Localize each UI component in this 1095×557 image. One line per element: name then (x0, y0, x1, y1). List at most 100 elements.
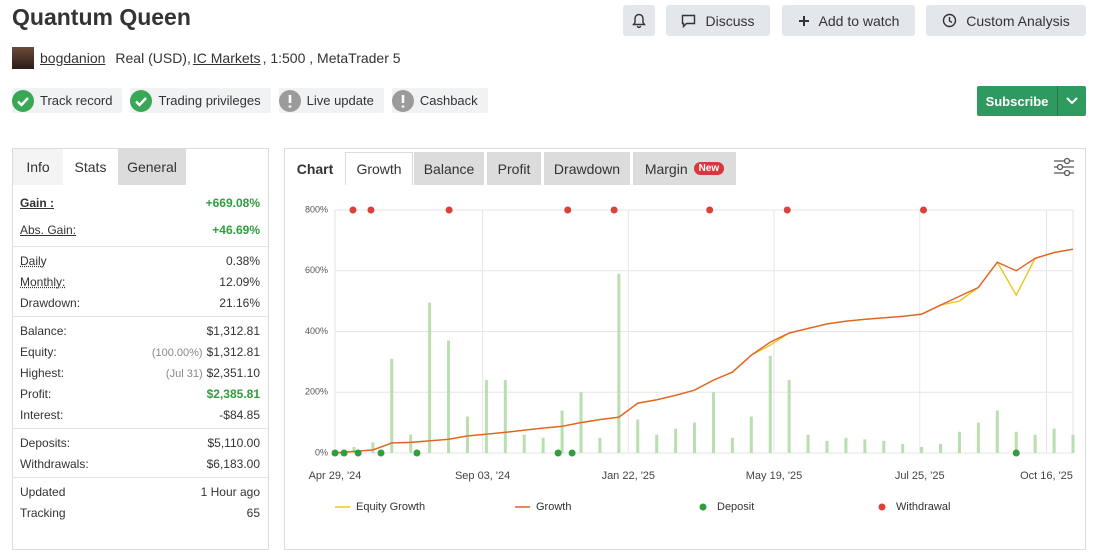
account-type: Real (USD), (115, 50, 191, 66)
badge: Track record (12, 88, 123, 113)
chart-tabs: Chart Growth Balance Profit Drawdown Mar… (285, 152, 1085, 185)
stats-value: 21.16% (219, 295, 260, 310)
growth-bar (541, 437, 545, 453)
stats-note: (100.00%) (151, 346, 203, 359)
deposit-marker (568, 449, 576, 457)
growth-bar (825, 440, 829, 453)
stats-row: Deposits: $5,110.00 (12, 432, 268, 453)
y-tick-label: 200% (305, 387, 328, 397)
badge-label: Track record (40, 93, 113, 108)
stats-value: 0.38% (225, 253, 260, 268)
withdrawal-marker (349, 206, 357, 214)
tab[interactable]: Drawdown (544, 152, 630, 185)
discuss-button[interactable]: Discuss (666, 5, 770, 36)
deposit-marker (377, 449, 385, 457)
badge-icon (278, 89, 301, 112)
badges: Track record Trading privileges Live updat… (12, 88, 488, 113)
button-label: Add to watch (818, 12, 900, 29)
growth-bar (920, 446, 924, 453)
growth-bar (636, 419, 640, 453)
button-label: Custom Analysis (966, 12, 1070, 29)
title: Quantum Queen (12, 4, 191, 30)
growth-bar (390, 358, 394, 453)
stats-label: Gain : (20, 195, 55, 210)
withdrawal-marker (610, 206, 618, 214)
stats-row: Monthly: 12.09% (12, 271, 268, 292)
icon-circle (130, 89, 153, 112)
notify-button[interactable] (623, 5, 655, 36)
tab-active[interactable]: Growth (345, 152, 413, 185)
clock-icon (943, 13, 957, 28)
growth-bar (976, 422, 980, 453)
deposit-marker (354, 449, 362, 457)
stats-row: Balance: $1,312.81 (12, 320, 268, 341)
legend-label: Deposit (717, 501, 754, 513)
stats-value-wrap: $2,385.81 (207, 387, 260, 401)
stats-value: $1,312.81 (206, 323, 260, 338)
stats-row: Interest: -$84.85 (12, 404, 268, 425)
deposit-marker (331, 449, 339, 457)
stats-label: Withdrawals: (20, 456, 89, 471)
growth-bar (995, 410, 999, 453)
growth-bar (409, 434, 413, 453)
legend-label: Growth (536, 501, 571, 513)
tab[interactable]: Profit (487, 152, 541, 185)
growth-bar (522, 434, 526, 453)
icon-circle (12, 89, 34, 112)
growth-bar (711, 392, 715, 453)
stats-value: $2,351.10 (206, 365, 260, 380)
x-tick-label: Jan 22, '25 (602, 470, 655, 482)
tab-label: Margin (644, 160, 688, 177)
dropdown-icon[interactable] (1058, 86, 1086, 116)
stats-value: 65 (246, 505, 260, 520)
badge-icon (130, 89, 153, 112)
analysis-button[interactable]: Custom Analysis (926, 5, 1086, 36)
legend-swatch (878, 503, 886, 511)
growth-bar (844, 437, 848, 453)
user-link[interactable]: bogdanion (40, 50, 106, 66)
tab-active[interactable]: Stats (63, 149, 118, 185)
stats-value-wrap: $5,110.00 (208, 436, 261, 450)
stats-group: Deposits: $5,110.00 Withdrawals: $6,183.00 (12, 429, 268, 478)
stats-value: $6,183.00 (206, 456, 260, 471)
growth-bar (655, 434, 659, 453)
stats-value-wrap: +46.69% (212, 223, 260, 237)
stats-value: $5,110.00 (207, 435, 261, 450)
broker-link[interactable]: IC Markets (192, 50, 261, 66)
deposit-marker (340, 449, 348, 457)
tab[interactable]: Info (13, 149, 63, 185)
subscribe-button[interactable]: Subscribe (977, 86, 1086, 116)
growth-bar (957, 431, 961, 453)
new-badge: New (693, 162, 725, 175)
account-details: , 1:500 , MetaTrader 5 (262, 50, 401, 66)
plus-icon (798, 15, 809, 26)
withdrawal-marker (564, 206, 572, 214)
growth-bar (465, 416, 469, 453)
stats-label: Interest: (20, 407, 64, 422)
y-tick-label: 600% (305, 265, 328, 275)
stats-value-wrap: $6,183.00 (207, 457, 260, 471)
stats-label: Tracking (20, 505, 66, 520)
badge-icon (12, 89, 34, 112)
tab[interactable]: General (118, 149, 186, 185)
y-tick-label: 400% (305, 326, 328, 336)
settings-icon[interactable] (1052, 156, 1076, 178)
badge-label: Cashback (419, 93, 478, 108)
tab[interactable]: Margin New (633, 152, 736, 185)
stats-label: Balance: (20, 323, 67, 338)
deposit-marker (1012, 449, 1020, 457)
watch-button[interactable]: Add to watch (782, 5, 915, 36)
legend-label: Equity Growth (356, 501, 425, 513)
icon-check (135, 96, 148, 107)
stats-value: +669.08% (205, 195, 260, 210)
tab[interactable]: Balance (414, 152, 484, 185)
growth-bar (787, 380, 791, 453)
stats-row: Profit: $2,385.81 (12, 383, 268, 404)
account-line: bogdanion Real (USD), IC Markets , 1:500… (12, 47, 401, 69)
stats-value: $2,385.81 (206, 386, 260, 401)
growth-bar (598, 437, 602, 453)
series-line (334, 248, 1074, 454)
bell-icon (632, 13, 646, 28)
legend-label: Withdrawal (896, 501, 950, 513)
left-tabs: Info Stats General (13, 149, 268, 185)
